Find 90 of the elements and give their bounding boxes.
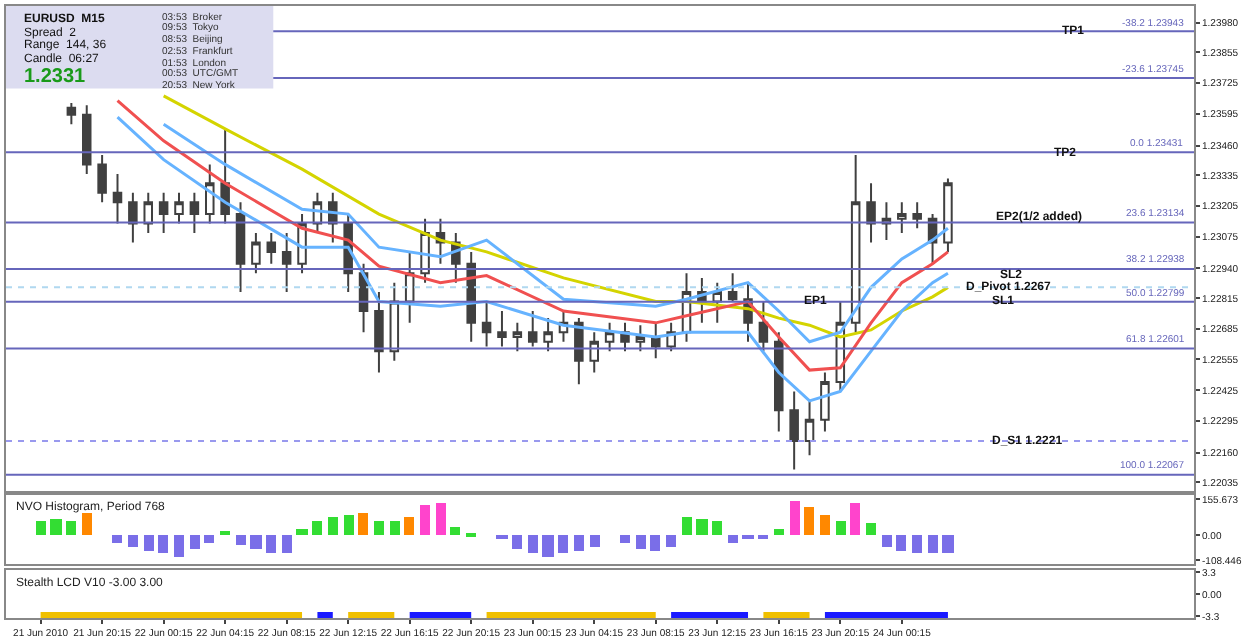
bar xyxy=(558,534,568,553)
bar xyxy=(374,520,384,535)
candlestick xyxy=(281,231,292,294)
bar xyxy=(190,534,200,549)
candlestick xyxy=(143,191,154,234)
bar xyxy=(836,520,846,535)
bar xyxy=(866,522,876,535)
bar xyxy=(636,534,646,549)
candlestick xyxy=(235,201,246,294)
candlestick xyxy=(758,300,769,353)
bar xyxy=(112,534,122,543)
bar xyxy=(682,516,692,535)
candlestick xyxy=(251,231,261,275)
candlestick xyxy=(481,300,492,348)
bar xyxy=(436,502,446,535)
candlestick xyxy=(266,231,277,265)
candlestick xyxy=(66,101,77,126)
bar xyxy=(696,518,708,535)
candlestick xyxy=(527,310,538,348)
candlestick xyxy=(543,317,553,353)
candlestick xyxy=(374,291,384,374)
candlestick xyxy=(128,191,138,244)
candlestick xyxy=(112,172,123,225)
bar xyxy=(912,534,922,553)
annotation: 1.2331 xyxy=(24,66,87,88)
bar xyxy=(236,534,246,545)
bar xyxy=(66,520,76,535)
bar xyxy=(650,534,660,551)
bar xyxy=(450,526,460,535)
line-series xyxy=(116,115,950,403)
bar xyxy=(574,534,584,551)
bar xyxy=(82,512,92,535)
candlestick xyxy=(604,321,615,353)
candlestick xyxy=(497,310,507,348)
bar xyxy=(158,534,168,553)
line-series xyxy=(116,99,950,372)
candlestick xyxy=(650,321,661,360)
bar xyxy=(250,534,262,549)
bar xyxy=(328,516,338,535)
candlestick xyxy=(789,390,799,471)
bar xyxy=(404,516,414,535)
candlestick xyxy=(804,399,815,457)
bar xyxy=(204,534,214,543)
bar xyxy=(36,520,46,535)
bar xyxy=(820,514,830,535)
bar xyxy=(774,528,784,535)
candlestick xyxy=(897,201,907,234)
candlestick xyxy=(943,177,953,253)
bar xyxy=(790,500,800,535)
bar xyxy=(390,520,400,535)
bar xyxy=(282,534,292,553)
candlestick xyxy=(81,104,92,175)
bar xyxy=(712,520,722,535)
bar xyxy=(144,534,154,551)
bar xyxy=(620,534,630,543)
bar xyxy=(174,534,184,557)
bar xyxy=(666,534,676,547)
candlestick xyxy=(727,272,738,303)
candlestick xyxy=(774,331,784,433)
candlestick xyxy=(635,324,646,353)
bar xyxy=(542,534,554,557)
bar xyxy=(296,528,308,535)
bar xyxy=(128,534,138,547)
bar xyxy=(344,514,354,535)
candlestick xyxy=(912,201,922,230)
candlestick xyxy=(189,191,200,234)
candlestick xyxy=(850,153,861,334)
bar xyxy=(804,506,814,535)
bar xyxy=(728,534,738,543)
candlestick xyxy=(97,153,107,204)
candlestick xyxy=(589,331,599,374)
bar xyxy=(358,512,368,535)
bar xyxy=(928,534,938,553)
bar xyxy=(882,534,892,547)
bar xyxy=(896,534,906,551)
candlestick xyxy=(205,163,215,225)
bar xyxy=(528,534,538,553)
bar xyxy=(590,534,600,547)
bar xyxy=(420,504,430,535)
bar xyxy=(266,534,276,553)
bar xyxy=(942,534,954,553)
candlestick xyxy=(866,182,876,244)
candlestick xyxy=(820,371,830,433)
bar xyxy=(312,520,322,535)
candlestick xyxy=(174,191,184,225)
bar xyxy=(50,518,62,535)
candlestick xyxy=(158,191,169,234)
candlestick xyxy=(512,321,523,353)
bar xyxy=(850,502,860,535)
bar xyxy=(512,534,522,549)
